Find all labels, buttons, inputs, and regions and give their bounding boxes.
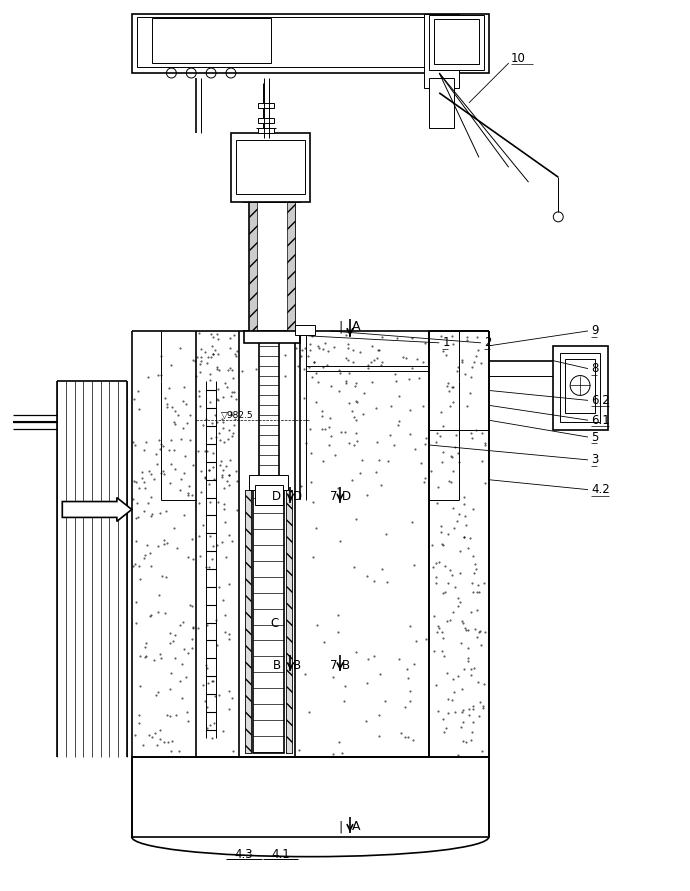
Bar xyxy=(288,202,295,331)
Text: 5: 5 xyxy=(591,430,598,444)
Text: B: B xyxy=(273,658,281,672)
Bar xyxy=(286,490,293,753)
Bar xyxy=(249,202,257,331)
Text: 6.2: 6.2 xyxy=(591,394,610,407)
Bar xyxy=(286,490,293,753)
Bar xyxy=(429,15,484,70)
Text: ▽982.5: ▽982.5 xyxy=(221,411,254,420)
Text: 9: 9 xyxy=(591,324,598,338)
Bar xyxy=(236,141,305,194)
Text: 10: 10 xyxy=(511,52,526,65)
Bar xyxy=(257,118,273,123)
Bar xyxy=(254,177,290,187)
Text: 1: 1 xyxy=(442,336,450,349)
Bar xyxy=(565,359,595,413)
Bar xyxy=(553,346,608,430)
Text: |: | xyxy=(339,321,343,333)
Bar xyxy=(257,127,273,133)
Bar xyxy=(137,18,484,67)
Bar xyxy=(245,490,250,753)
Text: D: D xyxy=(271,490,281,503)
Text: 3: 3 xyxy=(591,454,598,466)
Bar xyxy=(295,325,315,335)
Bar xyxy=(249,475,288,490)
Bar xyxy=(244,187,300,202)
Bar xyxy=(434,20,479,64)
Text: D: D xyxy=(293,490,302,503)
Bar xyxy=(245,490,250,753)
Bar xyxy=(259,331,279,490)
Polygon shape xyxy=(62,497,132,521)
Text: A: A xyxy=(352,321,360,333)
Bar xyxy=(253,490,284,753)
Bar xyxy=(255,485,282,504)
Text: 4.2: 4.2 xyxy=(591,483,610,496)
Text: D: D xyxy=(342,490,351,503)
Text: 4.3: 4.3 xyxy=(235,848,253,862)
Bar xyxy=(132,13,489,73)
Text: B: B xyxy=(293,658,301,672)
Bar xyxy=(152,19,270,63)
Bar xyxy=(560,353,600,422)
Bar xyxy=(249,202,295,331)
Text: |: | xyxy=(339,821,343,833)
Text: A: A xyxy=(352,821,360,833)
Bar xyxy=(244,331,300,343)
Text: 4.1: 4.1 xyxy=(271,848,290,862)
Bar xyxy=(132,757,489,837)
Bar xyxy=(429,78,454,127)
Text: 8: 8 xyxy=(591,362,598,375)
Bar xyxy=(424,13,459,88)
Bar xyxy=(257,102,273,108)
Text: 6.1: 6.1 xyxy=(591,413,610,427)
Text: C: C xyxy=(270,617,279,630)
Text: B: B xyxy=(342,658,350,672)
Text: 2: 2 xyxy=(484,336,491,349)
Bar xyxy=(231,133,310,202)
Text: 7: 7 xyxy=(330,490,337,503)
Text: 7: 7 xyxy=(330,658,337,672)
